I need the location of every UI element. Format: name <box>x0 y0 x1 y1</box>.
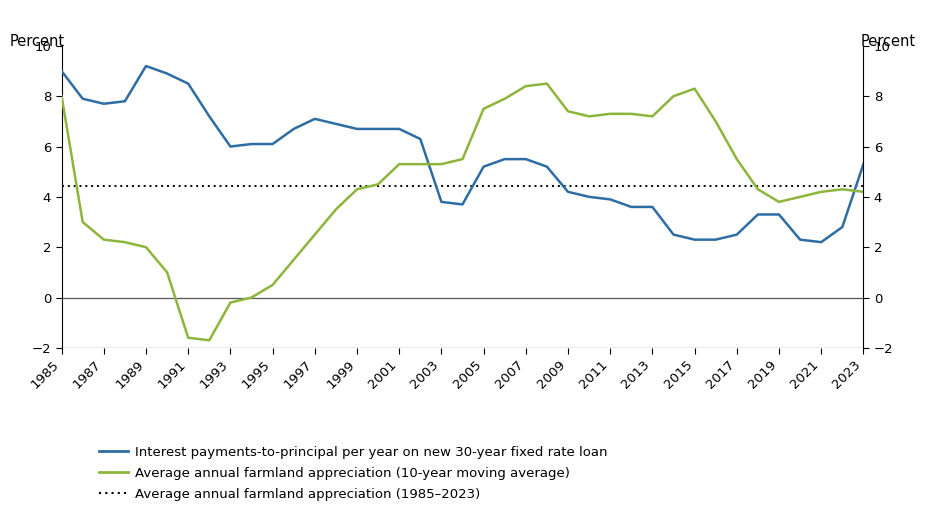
Text: Percent: Percent <box>9 34 65 49</box>
Legend: Interest payments-to-principal per year on new 30-year fixed rate loan, Average : Interest payments-to-principal per year … <box>99 446 607 501</box>
Text: Percent: Percent <box>860 34 916 49</box>
